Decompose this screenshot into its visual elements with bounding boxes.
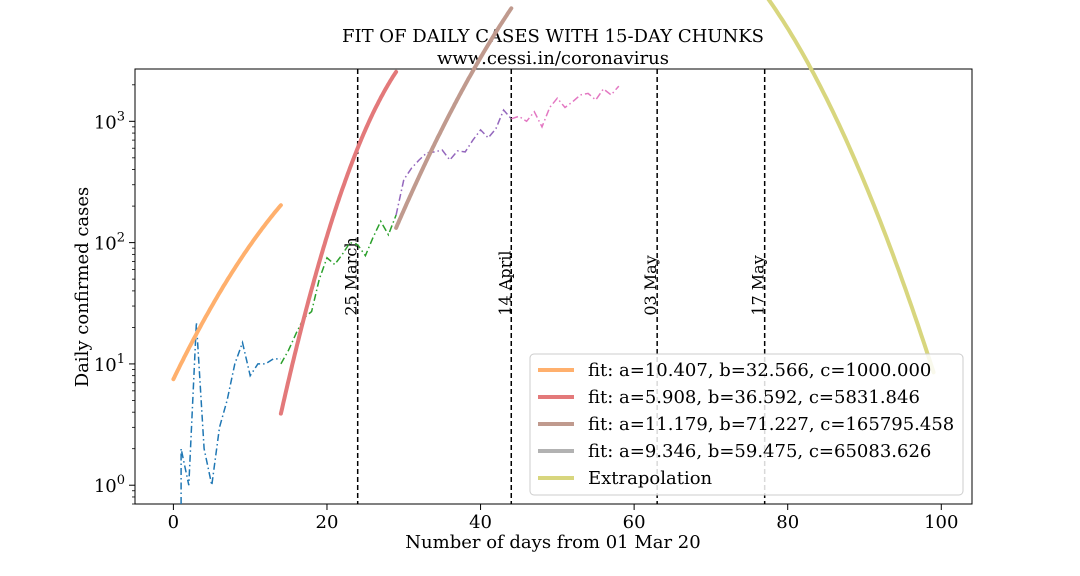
vline-label: 17 May xyxy=(749,255,768,315)
vline-label: 03 May xyxy=(641,255,660,315)
vline-label: 14 April xyxy=(495,251,514,316)
x-tick-label: 40 xyxy=(469,512,492,533)
fit-line xyxy=(766,0,936,375)
legend-label: fit: a=10.407, b=32.566, c=1000.000 xyxy=(588,360,931,381)
x-axis-ticks: 0 20 40 60 80 100 xyxy=(168,504,958,533)
data-series-line xyxy=(395,108,512,216)
chart-title: FIT OF DAILY CASES WITH 15-DAY CHUNKS xyxy=(342,26,764,47)
y-axis-label: Daily confirmed cases xyxy=(72,187,93,388)
fit-line xyxy=(171,203,283,382)
legend-items: fit: a=10.407, b=32.566, c=1000.000 fit: … xyxy=(538,360,954,489)
data-series-line xyxy=(180,322,281,504)
x-tick-label: 60 xyxy=(623,512,646,533)
x-tick-label: 0 xyxy=(168,512,179,533)
legend-box xyxy=(529,353,964,496)
plot-frame xyxy=(134,68,973,505)
chart-subtitle: www.cessi.in/coronavirus xyxy=(437,48,669,69)
plot-area: 25 March 14 April 03 May 17 May xyxy=(134,0,973,505)
vertical-markers: 25 March 14 April 03 May 17 May xyxy=(342,69,768,504)
fit-lines xyxy=(171,0,936,416)
y-tick-label: 101 xyxy=(94,352,125,376)
x-tick-label: 80 xyxy=(776,512,799,533)
data-series-line xyxy=(511,85,620,129)
legend-label: fit: a=11.179, b=71.227, c=165795.458 xyxy=(588,414,954,435)
data-series-lines xyxy=(180,85,620,504)
x-tick-label: 100 xyxy=(924,512,958,533)
fit-line xyxy=(394,6,514,230)
y-axis-ticks: 100 101 102 103 xyxy=(94,84,135,505)
legend: fit: a=10.407, b=32.566, c=1000.000 fit: … xyxy=(529,353,964,496)
vline-label: 25 March xyxy=(342,237,361,315)
fit-line xyxy=(278,69,399,416)
y-tick-label: 103 xyxy=(94,109,125,133)
legend-label: fit: a=5.908, b=36.592, c=5831.846 xyxy=(588,387,920,408)
data-series-line xyxy=(280,214,397,365)
legend-label: fit: a=9.346, b=59.475, c=65083.626 xyxy=(588,441,931,462)
y-tick-label: 100 xyxy=(94,473,125,497)
y-tick-label: 102 xyxy=(94,231,125,255)
x-axis-label: Number of days from 01 Mar 20 xyxy=(405,532,700,553)
x-tick-label: 20 xyxy=(316,512,339,533)
legend-label: Extrapolation xyxy=(588,468,713,489)
